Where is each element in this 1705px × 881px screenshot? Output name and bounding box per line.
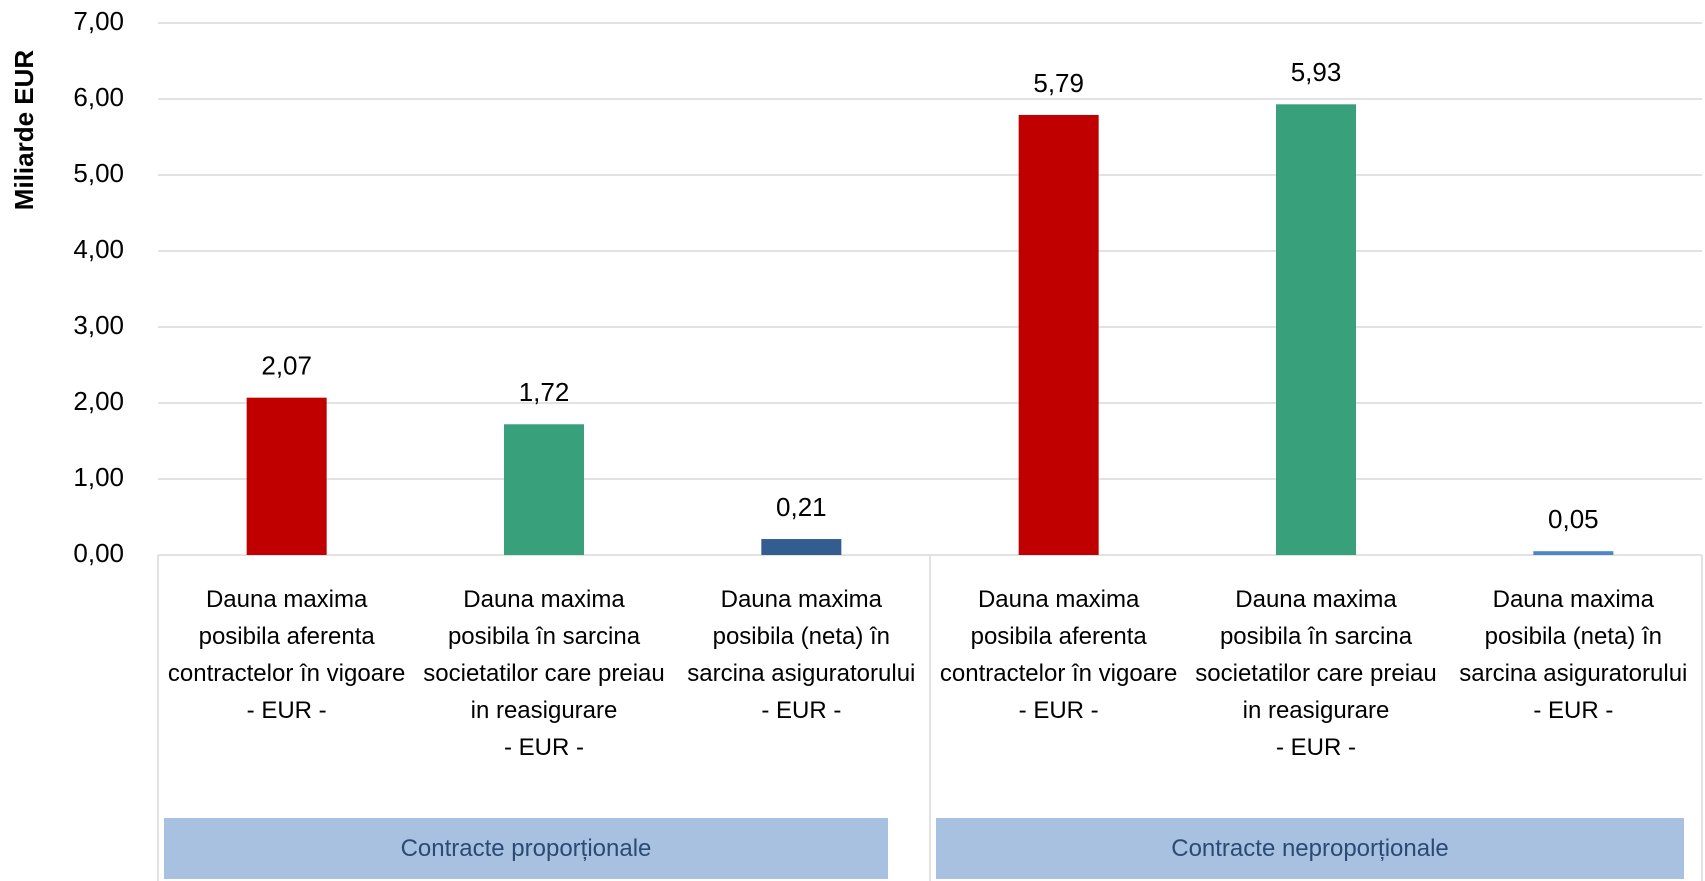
value-label: 2,07	[261, 351, 312, 381]
x-tick-label: Dauna maxima posibila în sarcina societa…	[1195, 586, 1437, 761]
x-tick-label: Dauna maxima posibila aferenta contracte…	[939, 586, 1178, 724]
bar	[504, 424, 584, 555]
bar	[1276, 104, 1356, 555]
y-axis-label: Miliarde EUR	[9, 50, 39, 211]
y-tick-label: 7,00	[73, 6, 124, 36]
x-tick-label: Dauna maxima posibila aferenta contracte…	[167, 586, 406, 724]
value-label: 0,05	[1548, 504, 1599, 534]
x-tick-label: Dauna maxima posibila (neta) în sarcina …	[1459, 586, 1688, 724]
value-label: 5,93	[1291, 57, 1342, 87]
y-tick-label: 1,00	[73, 462, 124, 492]
y-tick-label: 6,00	[73, 82, 124, 112]
bar	[1533, 551, 1614, 555]
y-tick-label: 5,00	[73, 158, 124, 188]
x-tick-label: Dauna maxima posibila (neta) în sarcina …	[687, 586, 916, 724]
y-tick-label: 0,00	[73, 538, 124, 568]
value-label: 5,79	[1033, 68, 1084, 98]
group-label: Contracte neproporționale	[936, 818, 1684, 879]
group-label: Contracte proporționale	[164, 818, 888, 879]
x-tick-label: Dauna maxima posibila în sarcina societa…	[423, 586, 665, 761]
value-label: 1,72	[519, 377, 570, 407]
y-tick-label: 2,00	[73, 386, 124, 416]
value-label: 0,21	[776, 492, 827, 522]
bar	[1018, 114, 1099, 556]
y-tick-label: 4,00	[73, 234, 124, 264]
y-tick-label: 3,00	[73, 310, 124, 340]
bar	[761, 539, 842, 555]
bar	[246, 397, 327, 555]
